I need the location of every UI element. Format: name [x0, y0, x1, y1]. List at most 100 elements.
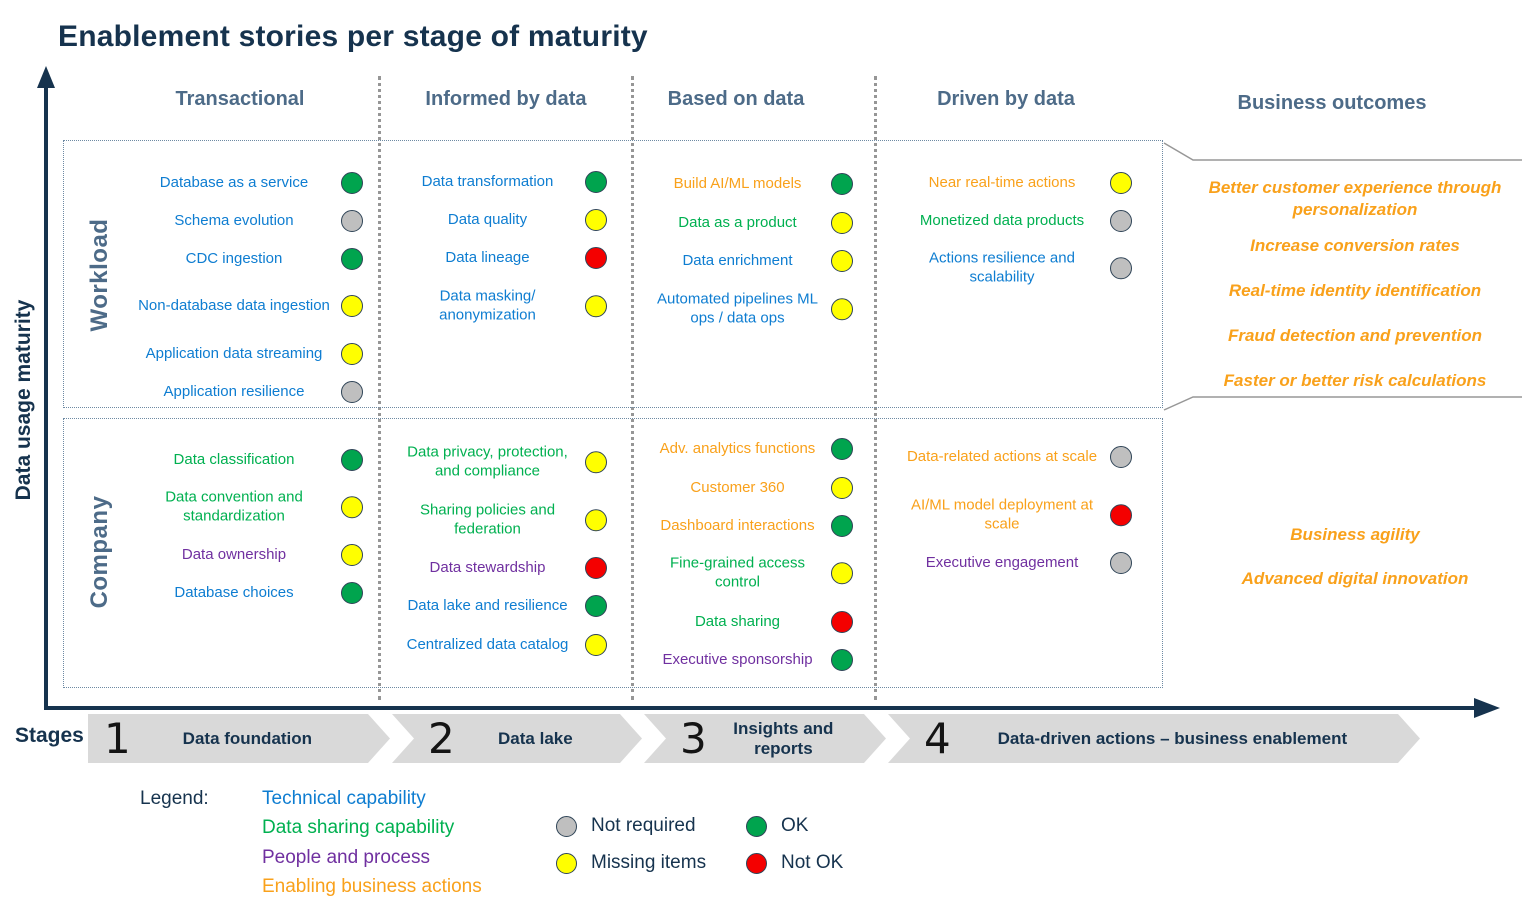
capability-item: Data classification: [135, 449, 363, 471]
capability-label: Customer 360: [690, 478, 785, 496]
status-dot-icon: [585, 171, 607, 193]
capability-item: Centralized data catalog: [398, 634, 607, 656]
stage-label: Insights and reports: [733, 718, 834, 758]
status-dot-icon: [831, 250, 853, 272]
capability-label: Automated pipelines ML ops / data ops: [657, 290, 818, 326]
status-dot-icon: [1110, 446, 1132, 468]
status-dot-icon: [1110, 257, 1132, 279]
status-dot-icon: [831, 438, 853, 460]
legend-category-sharing: Data sharing capability: [262, 817, 455, 838]
capability-item: AI/ML model deployment at scale: [902, 496, 1132, 534]
legend-category-people: People and process: [262, 847, 430, 868]
status-dot-icon: [746, 852, 767, 874]
column-header-informed: Informed by data: [425, 88, 587, 110]
outcome-item: Business agility: [1290, 524, 1420, 544]
capability-label: Executive sponsorship: [662, 650, 813, 668]
capability-label: CDC ingestion: [185, 249, 283, 267]
capability-item: CDC ingestion: [135, 248, 363, 270]
capability-label: Centralized data catalog: [406, 635, 569, 653]
stage-chevron-3: 3 Insights and reports: [644, 714, 886, 763]
capability-item: Fine-grained access control: [652, 554, 853, 592]
status-dot-icon: [831, 515, 853, 537]
workload-box: [63, 140, 1163, 408]
legend-status-label: Not OK: [781, 852, 844, 873]
capability-label: Data as a product: [678, 213, 797, 231]
status-dot-icon: [831, 562, 853, 584]
status-dot-icon: [585, 557, 607, 579]
legend-status-label: Missing items: [591, 852, 707, 873]
status-dot-icon: [1110, 552, 1132, 574]
outcome-item: Real-time identity identification: [1228, 280, 1482, 300]
stage-chevron-4: 4 Data-driven actions – business enablem…: [888, 714, 1420, 763]
capability-label: Application resilience: [163, 382, 305, 400]
stage-label: Data-driven actions – business enablemen…: [997, 728, 1348, 748]
capability-item: Adv. analytics functions: [652, 438, 853, 460]
legend-title: Legend:: [140, 788, 209, 809]
row-label-company: Company: [86, 495, 113, 609]
status-dot-icon: [831, 212, 853, 234]
column-divider: [378, 76, 381, 700]
outcome-item: Better customer experience through perso…: [1208, 177, 1502, 219]
capability-label: Actions resilience and scalability: [929, 249, 1075, 285]
outcomes-bracket-bottom: [1163, 396, 1522, 411]
legend-status-missing: Missing items: [556, 852, 706, 874]
capability-label: Data-related actions at scale: [906, 447, 1098, 465]
capability-item: Application resilience: [135, 381, 363, 403]
capability-label: Data sharing: [694, 612, 781, 630]
capability-label: Data masking/ anonymization: [439, 287, 536, 323]
capability-item: Data masking/ anonymization: [398, 287, 607, 325]
outcome-item: Increase conversion rates: [1250, 235, 1460, 255]
stage-chevron-1: 1 Data foundation: [88, 714, 390, 763]
column-header-outcomes: Business outcomes: [1237, 92, 1427, 114]
capability-item: Database as a service: [135, 172, 363, 194]
outcome-item: Advanced digital innovation: [1241, 568, 1469, 588]
capability-item: Monetized data products: [902, 210, 1132, 232]
capability-label: Data quality: [447, 210, 528, 228]
capability-label: Schema evolution: [174, 211, 294, 229]
capability-item: Customer 360: [652, 477, 853, 499]
status-dot-icon: [341, 381, 363, 403]
status-dot-icon: [831, 649, 853, 671]
y-axis-arrowhead-icon: [37, 66, 55, 88]
column-header-driven: Driven by data: [937, 88, 1075, 110]
capability-label: Application data streaming: [145, 344, 323, 362]
status-dot-icon: [831, 477, 853, 499]
status-dot-icon: [341, 496, 363, 518]
capability-label: Non-database data ingestion: [138, 296, 330, 314]
column-divider: [874, 76, 877, 700]
capability-label: Data stewardship: [429, 558, 546, 576]
status-dot-icon: [341, 248, 363, 270]
capability-item: Data quality: [398, 209, 607, 231]
status-dot-icon: [1110, 504, 1132, 526]
column-divider: [631, 76, 634, 700]
capability-item: Data lineage: [398, 247, 607, 269]
status-dot-icon: [585, 509, 607, 531]
stage-label: Data foundation: [182, 728, 313, 748]
capability-item: Application data streaming: [135, 343, 363, 365]
legend-status-not-required: Not required: [556, 815, 696, 837]
status-dot-icon: [341, 582, 363, 604]
capability-item: Build AI/ML models: [652, 173, 853, 195]
capability-label: Data lineage: [445, 248, 530, 266]
status-dot-icon: [831, 611, 853, 633]
status-dot-icon: [585, 209, 607, 231]
stage-chevron-2: 2 Data lake: [392, 714, 642, 763]
legend-category-technical: Technical capability: [262, 788, 426, 809]
status-dot-icon: [831, 173, 853, 195]
capability-item: Sharing policies and federation: [398, 501, 607, 539]
status-dot-icon: [341, 210, 363, 232]
capability-item: Actions resilience and scalability: [902, 249, 1132, 287]
capability-label: Sharing policies and federation: [419, 501, 556, 537]
capability-item: Non-database data ingestion: [135, 295, 363, 317]
capability-item: Data transformation: [398, 171, 607, 193]
status-dot-icon: [341, 295, 363, 317]
capability-item: Near real-time actions: [902, 172, 1132, 194]
capability-label: Database as a service: [159, 173, 309, 191]
status-dot-icon: [746, 815, 767, 837]
status-dot-icon: [341, 544, 363, 566]
capability-item: Data lake and resilience: [398, 595, 607, 617]
stage-number: 2: [428, 713, 455, 763]
capability-item: Data convention and standardization: [135, 488, 363, 526]
capability-item: Schema evolution: [135, 210, 363, 232]
capability-label: Data lake and resilience: [407, 596, 568, 614]
